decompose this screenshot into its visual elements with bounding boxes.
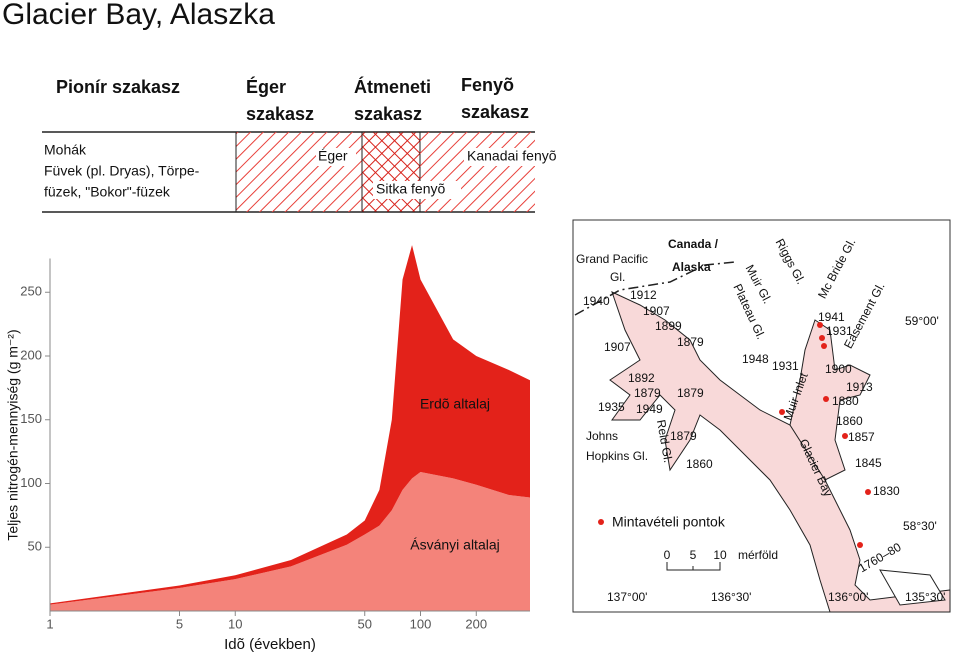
scale-label: mérföld: [738, 548, 778, 562]
label-bg: [316, 148, 356, 166]
coordinate: 59°00': [905, 314, 939, 328]
y-tick-label: 150: [20, 411, 42, 426]
stage-label: Fenyõ: [461, 75, 514, 95]
coordinate: 58°30': [903, 519, 937, 533]
map-label: 1907: [604, 340, 631, 354]
legend-point: [598, 519, 604, 525]
map-label: Grand Pacific: [576, 252, 648, 266]
scale-label: 5: [690, 548, 697, 562]
map-label: 1931: [826, 324, 853, 338]
map-label: Johns: [586, 429, 618, 443]
zone-label: Kanadai fenyõ: [467, 148, 557, 164]
x-tick-label: 200: [465, 616, 487, 631]
map-label: 1879: [670, 429, 697, 443]
pioneer-text: Mohák: [44, 142, 87, 158]
sample-point: [842, 433, 848, 439]
map-legend: Mintavételi pontok: [612, 514, 726, 530]
sample-point: [821, 343, 827, 349]
map-label: 1879: [677, 335, 704, 349]
map-label: 1913: [846, 380, 873, 394]
scale-label: 0: [664, 548, 671, 562]
stage-label: Pionír szakasz: [56, 77, 180, 97]
stage-label: Átmeneti: [354, 76, 431, 97]
series-label: Erdõ altalaj: [420, 396, 490, 412]
x-tick-label: 10: [228, 616, 242, 631]
map-label: 1907: [643, 304, 670, 318]
map-label: 1935: [598, 400, 625, 414]
map-label: 1880: [832, 394, 859, 408]
y-tick-label: 100: [20, 475, 42, 490]
zone-label: Éger: [318, 148, 348, 164]
map-label: 1949: [636, 402, 663, 416]
label-bg: [373, 181, 461, 199]
area: [50, 472, 530, 611]
x-tick-label: 5: [176, 616, 183, 631]
coordinate: 135°30': [905, 590, 945, 604]
muir-inlet: [789, 319, 871, 481]
map-label: 1941: [818, 310, 845, 324]
zone-label: Sitka fenyõ: [376, 181, 445, 197]
sample-point: [823, 396, 829, 402]
map-label: Gl.: [610, 270, 625, 284]
map-label: 1860: [686, 457, 713, 471]
stage-label: szakasz: [354, 104, 422, 124]
y-tick-label: 250: [20, 284, 42, 299]
stage-label: szakasz: [246, 104, 314, 124]
sample-point: [817, 322, 823, 328]
sample-point: [819, 335, 825, 341]
x-tick-label: 50: [358, 616, 372, 631]
transition-zone: [361, 131, 421, 213]
map-label: 1879: [677, 386, 704, 400]
sample-point: [779, 409, 785, 415]
map-label: Alaska: [672, 260, 711, 274]
label-bg: [464, 148, 574, 166]
area: [50, 245, 530, 605]
sample-points: [598, 322, 871, 548]
x-tick-label: 1: [46, 616, 53, 631]
scale-label: 10: [713, 548, 727, 562]
map-label: 1900: [825, 362, 852, 376]
pioneer-text: füzek, "Bokor"-füzek: [44, 184, 171, 200]
map-label: Hopkins Gl.: [586, 449, 648, 463]
map-label: Canada /: [668, 237, 719, 251]
coordinate: 137°00': [607, 590, 647, 604]
map-label: 1940: [583, 294, 610, 308]
map-label: 1912: [630, 288, 657, 302]
scale-bar: [666, 562, 721, 571]
coordinate: 136°00': [828, 590, 868, 604]
map-label: 1892: [628, 371, 655, 385]
succession-diagram: Pionír szakasz Éger szakasz Átmeneti sza…: [42, 75, 574, 213]
border: [574, 261, 736, 316]
map-label: 1931: [772, 359, 799, 373]
stage-label: Éger: [246, 76, 286, 97]
y-tick-label: 50: [28, 539, 42, 554]
sample-point: [865, 489, 871, 495]
slide-title: Glacier Bay, Alaszka: [2, 0, 275, 31]
coordinate: 136°30': [711, 590, 751, 604]
sample-point: [857, 542, 863, 548]
alder-zone: [236, 132, 362, 212]
series-label: Ásványi altalaj: [410, 537, 500, 553]
area-chart: Idõ (években) Teljes nitrogén-mennyiség …: [5, 245, 530, 653]
y-axis-label: Teljes nitrogén-mennyiség (g m⁻²): [5, 329, 21, 540]
map-label: 1860: [836, 414, 863, 428]
island: [879, 569, 946, 606]
map-label: 1845: [855, 456, 882, 470]
y-tick-label: 200: [20, 347, 42, 362]
map-label: 1948: [742, 352, 769, 366]
map-label: 1857: [848, 430, 875, 444]
bay-water: [609, 291, 951, 613]
map-label: 1899: [655, 319, 682, 333]
x-tick-label: 100: [410, 616, 432, 631]
x-axis-label: Idõ (években): [224, 636, 316, 653]
conifer-zone: [420, 132, 535, 212]
map-label: 1830: [873, 484, 900, 498]
pioneer-text: Füvek (pl. Dryas), Törpe-: [44, 163, 200, 179]
stage-label: szakasz: [461, 102, 529, 122]
map-label: 1879: [634, 386, 661, 400]
